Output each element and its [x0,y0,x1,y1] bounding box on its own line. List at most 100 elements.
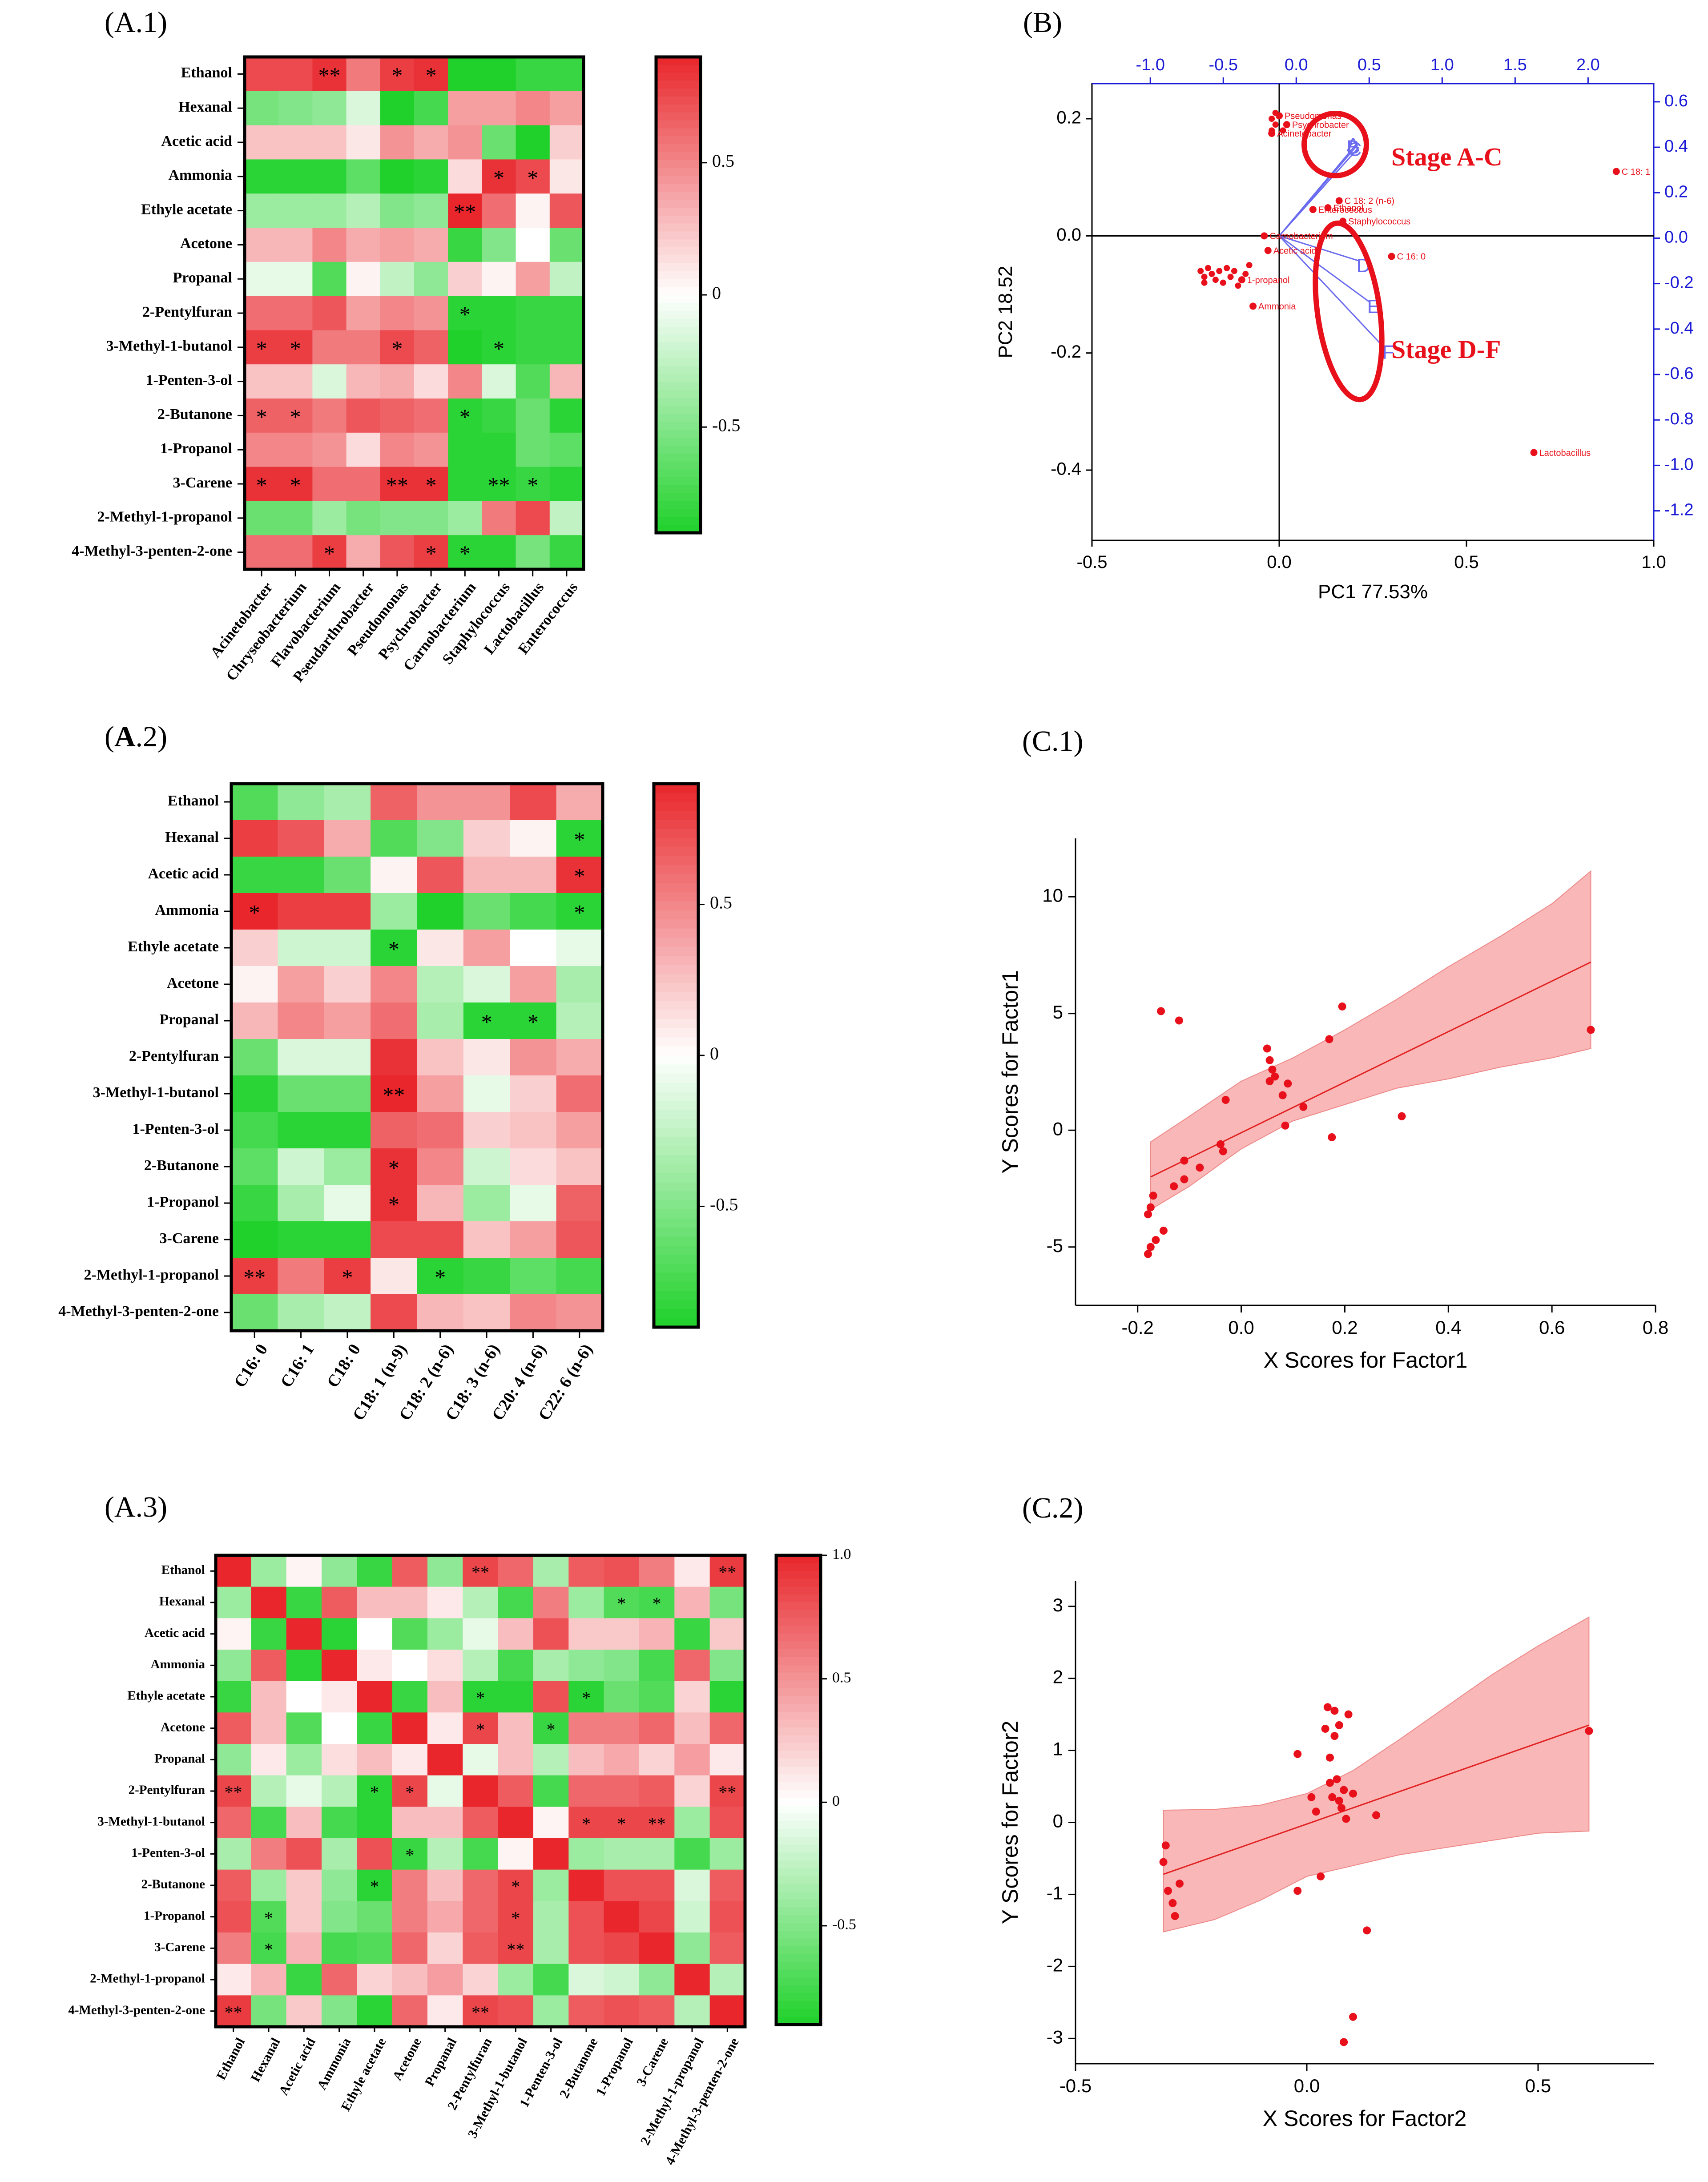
heatmap-cell [324,1148,371,1185]
heatmap-cell [278,1185,325,1222]
top-tick-label: -1.0 [1136,56,1164,74]
data-point [1159,1858,1168,1866]
colorbar-segment [656,64,701,73]
colorbar-segment [776,1555,821,1564]
y-axis-title: Y Scores for Factor1 [998,970,1023,1174]
heatmap-cell [516,228,550,262]
colorbar-segment [776,1931,821,1939]
colorbar-segment [776,1618,821,1626]
heatmap-cell [357,1869,393,1901]
colorbar-segment [776,1602,821,1611]
heatmap-cell [392,1838,428,1870]
heatmap-cell [278,857,325,894]
heatmap-cell [371,966,418,1003]
heatmap-cell [549,364,584,399]
heatmap-cell [357,1838,393,1870]
significance-star: * [511,1908,520,1928]
colorbar-segment [656,295,701,303]
heatmap-cell [414,501,448,535]
colorbar-segment [656,438,701,446]
colorbar-segment [654,983,698,993]
heatmap-cell [482,57,516,92]
heatmap-cell [482,159,516,194]
data-point [1293,1750,1302,1758]
colorbar-segment [776,1610,821,1618]
data-point [1335,1796,1343,1805]
heatmap-cell [674,1744,710,1776]
heatmap-cell [324,1185,371,1222]
colorbar-segment [656,501,701,510]
colorbar-segment [776,1852,821,1861]
heatmap-cell [510,966,557,1003]
colorbar-segment [656,271,701,280]
heatmap-cell [322,1932,357,1965]
row-label: Ammonia [168,167,232,184]
heatmap-cell [639,1932,675,1965]
colorbar-segment [654,1309,698,1319]
heatmap-cell [448,228,482,262]
heatmap-cell [463,1555,499,1587]
heatmap-cell [286,1932,322,1965]
colorbar-segment [656,287,701,295]
row-label: 3-Methyl-1-butanol [97,1814,205,1828]
heatmap-cell [278,966,325,1003]
colorbar-tick-label: 0 [710,1043,719,1063]
row-label: Hexanal [178,99,232,115]
colorbar-segment [656,97,701,105]
colorbar-segment [656,485,701,494]
heatmap-cell [674,1932,710,1965]
row-label: 2-Pentylfuran [129,1783,205,1797]
fit-line [1163,1724,1589,1875]
heatmap-cell [278,930,325,966]
heatmap-cell [549,467,584,501]
loading-point [1242,270,1249,277]
colorbar-segment [654,1119,698,1128]
heatmap-cell [245,125,279,160]
colorbar-segment [656,128,701,137]
row-label: 2-Pentylfuran [129,1048,219,1064]
heatmap-cell [216,1807,251,1839]
colorbar-segment [776,1962,821,1970]
colorbar-segment [656,176,701,185]
heatmap-cell [498,1712,534,1744]
heatmap-cell [392,1744,428,1776]
colorbar-segment [776,1688,821,1697]
heatmap-cell [417,1221,464,1258]
loading-point [1238,276,1245,284]
colorbar-segment [776,2009,821,2017]
significance-star: * [527,472,538,497]
colorbar-segment [656,398,701,407]
heatmap-cell [516,296,550,330]
colorbar-segment [654,1127,698,1138]
colorbar-segment [776,1727,821,1736]
heatmap-cell [371,820,418,857]
heatmap-cell [286,1555,322,1587]
heatmap-cell [322,1744,357,1776]
colorbar-segment [654,1173,698,1183]
heatmap-cell [427,1901,463,1933]
heatmap-cell [346,228,381,262]
colorbar-segment [776,1578,821,1587]
heatmap-cell [516,501,550,535]
loading-point-label: Ethanol [1333,203,1363,213]
heatmap-cell [312,467,347,501]
x-tick-label: 0.4 [1435,1317,1461,1338]
stage-ac-circle [1301,111,1369,178]
significance-star: ** [386,472,408,497]
colorbar-tick-label: -0.5 [710,1195,738,1215]
colorbar-segment [776,1586,821,1595]
heatmap-cell [674,1555,710,1587]
heatmap-cell [482,330,516,365]
colorbar-segment [654,965,698,974]
colorbar-segment [776,1711,821,1720]
row-label: Propanal [154,1751,205,1766]
heatmap-cell [568,1775,604,1807]
heatmap-cell [549,330,584,365]
heatmap-cell [380,501,415,535]
colorbar-segment [654,1227,698,1237]
heatmap-cell [463,1586,499,1618]
heatmap-cell [286,1681,322,1713]
heatmap-cell [482,501,516,535]
colorbar-segment [654,1164,698,1174]
colorbar-tick-label: -0.5 [712,415,740,435]
